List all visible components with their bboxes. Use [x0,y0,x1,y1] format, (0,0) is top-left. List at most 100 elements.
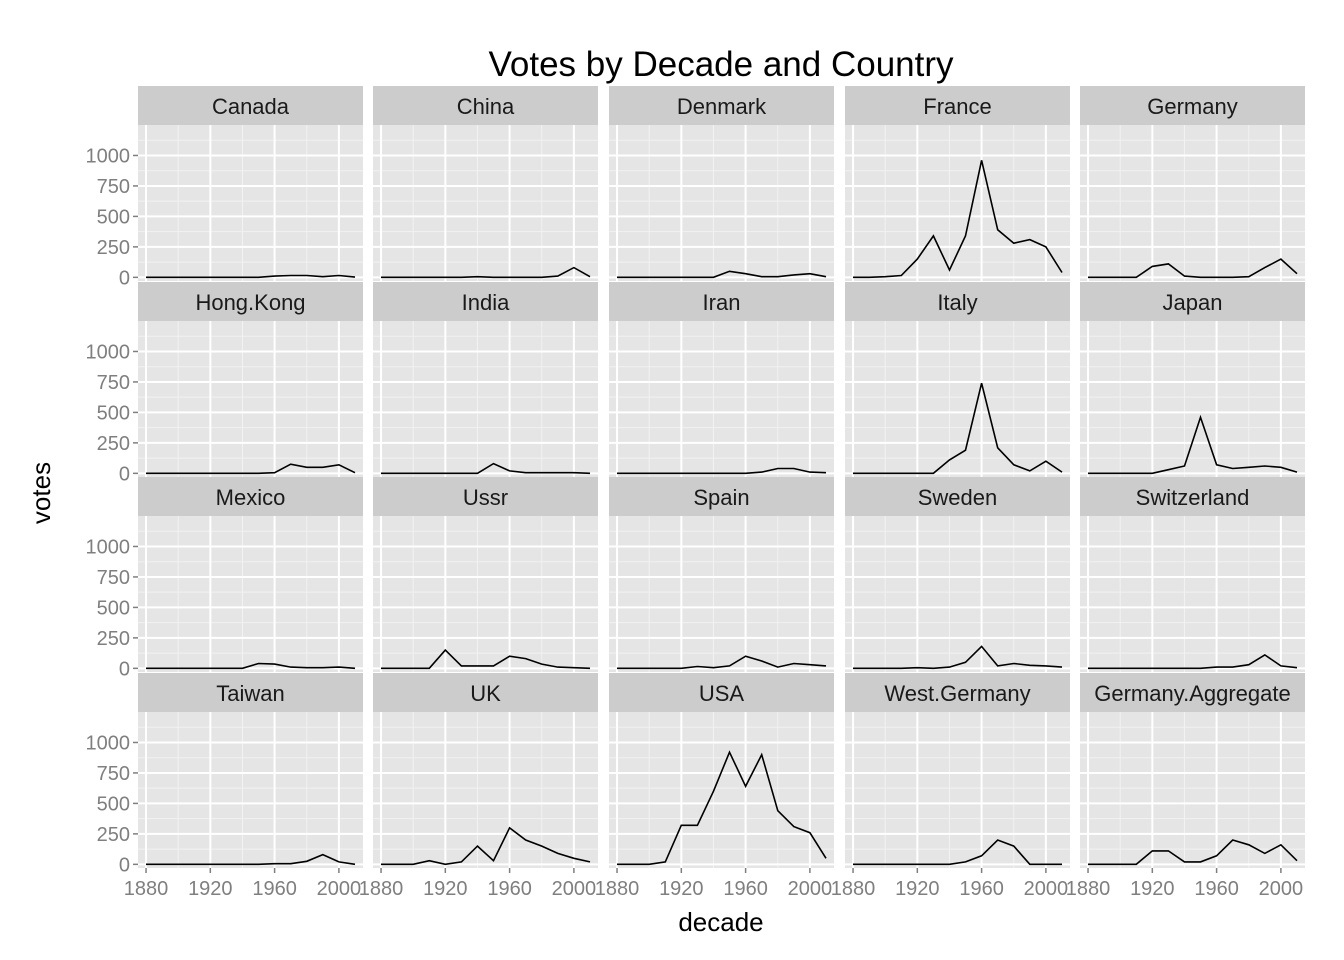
series-line [146,274,356,279]
series-line [1088,653,1298,670]
series-line [1088,839,1298,866]
x-tick-label: 1880 [595,878,640,900]
y-tick-label: 750 [97,763,130,785]
facet-strip [845,673,1070,712]
facet-panel: USA 1880 1920 1960 2000 [595,673,834,900]
facet-strip-label: Mexico [216,485,286,510]
facet-panel: UK 1880 1920 1960 2000 [359,673,598,900]
chart-title: Votes by Decade and Country [488,45,954,84]
facet-strip-label: France [923,94,991,119]
series-line [381,462,591,475]
facet-panels: Canada 0 250 500 750 1000 China Denmark France Ge… [86,86,1305,900]
y-tick-label: 500 [97,206,130,228]
y-tick-label: 500 [97,793,130,815]
x-tick-label: 1880 [1066,878,1111,900]
x-tick-label: 1920 [895,878,940,900]
x-tick-label: 1960 [487,878,532,900]
facet-strip-label: Germany [1147,94,1237,119]
facet-strip-label: Ussr [463,485,508,510]
facet-panel: France [845,86,1070,281]
facet-panel: Mexico 0 250 500 750 1000 [86,477,363,680]
x-tick-label: 2000 [1259,878,1304,900]
x-tick-label: 1960 [1194,878,1239,900]
series-line [617,270,827,279]
panel-background [845,125,1070,281]
facet-strip-label: Spain [693,485,749,510]
panel-background [609,321,834,477]
facet-strip [373,282,598,321]
facet-strip [373,86,598,125]
x-tick-label: 1920 [659,878,704,900]
x-tick-label: 1960 [252,878,297,900]
facet-strip [373,477,598,516]
facet-strip [1080,477,1305,516]
facet-strip-label: Japan [1163,290,1223,315]
facet-strip-label: Italy [937,290,977,315]
x-tick-label: 1880 [359,878,404,900]
facet-strip [609,477,834,516]
panel-background [138,125,363,281]
facet-panel: Ussr [373,477,598,672]
y-tick-label: 1000 [86,732,131,754]
y-tick-label: 500 [97,402,130,424]
facet-strip [138,282,363,321]
series-line [146,662,356,670]
facet-strip [1080,282,1305,321]
x-tick-label: 1920 [1130,878,1175,900]
facet-panel: Switzerland [1080,477,1305,672]
facet-strip [609,282,834,321]
facet-strip [609,86,834,125]
panel-background [138,712,363,868]
series-line [853,645,1063,670]
x-tick-label: 1880 [831,878,876,900]
panel-background [373,125,598,281]
facet-panel: West.Germany 1880 1920 1960 2000 [831,673,1070,900]
y-tick-label: 0 [119,854,130,876]
facet-strip-label: Germany.Aggregate [1094,681,1290,706]
panel-background [1080,321,1305,477]
series-line [146,853,356,866]
facet-strip [138,673,363,712]
series-line [146,463,356,475]
series-line [1088,258,1298,279]
panel-background [1080,712,1305,868]
y-tick-label: 250 [97,237,130,259]
x-tick-label: 1920 [423,878,468,900]
facet-panel: Germany [1080,86,1305,281]
y-tick-label: 1000 [86,341,131,363]
facet-panel: Denmark [609,86,834,281]
facet-strip [373,673,598,712]
panel-background [845,321,1070,477]
facet-panel: Sweden [845,477,1070,672]
x-tick-label: 1960 [959,878,1004,900]
facet-panel: Germany.Aggregate 1880 1920 1960 2000 [1066,673,1305,900]
x-tick-label: 2000 [788,878,833,900]
facet-strip [845,282,1070,321]
facet-strip [138,477,363,516]
y-tick-label: 1000 [86,536,131,558]
y-tick-label: 750 [97,176,130,198]
facet-strip-label: West.Germany [884,681,1030,706]
y-tick-label: 250 [97,628,130,650]
x-tick-label: 1920 [188,878,233,900]
facet-panel: Italy [845,282,1070,477]
y-tick-label: 0 [119,267,130,289]
facet-panel: Canada 0 250 500 750 1000 [86,86,363,289]
facet-panel: Japan [1080,282,1305,477]
y-axis-title: votes [26,462,56,524]
facet-strip-label: USA [699,681,745,706]
facet-strip [1080,673,1305,712]
x-tick-label: 2000 [552,878,597,900]
x-axis-title: decade [678,907,763,937]
facet-panel: India [373,282,598,477]
panel-background [373,321,598,477]
panel-background [609,712,834,868]
facet-strip [845,477,1070,516]
series-line [617,750,827,866]
y-tick-label: 250 [97,824,130,846]
facet-strip-label: Denmark [677,94,767,119]
panel-background [609,125,834,281]
y-tick-label: 500 [97,597,130,619]
facet-strip [845,86,1070,125]
